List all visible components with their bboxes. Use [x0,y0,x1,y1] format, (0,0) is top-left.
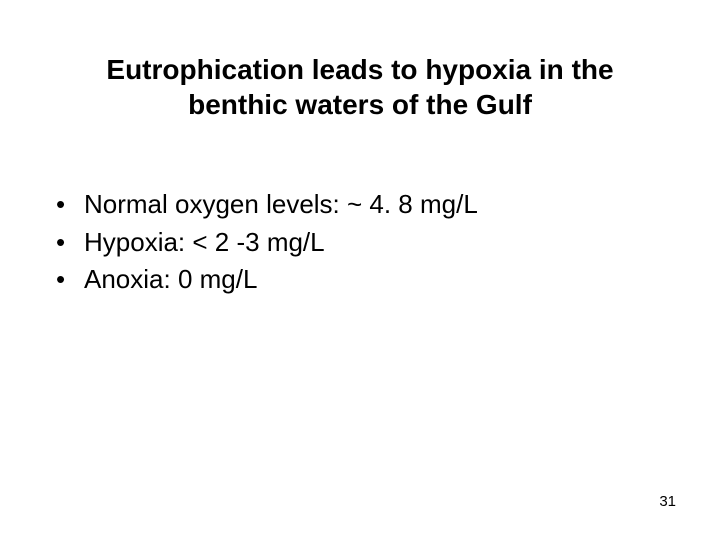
bullet-list: • Normal oxygen levels: ~ 4. 8 mg/L • Hy… [56,186,664,299]
bullet-text: Normal oxygen levels: ~ 4. 8 mg/L [84,186,478,224]
title-line-2: benthic waters of the Gulf [188,89,532,120]
slide-title: Eutrophication leads to hypoxia in the b… [0,52,720,122]
list-item: • Hypoxia: < 2 -3 mg/L [56,224,664,262]
slide: Eutrophication leads to hypoxia in the b… [0,0,720,540]
list-item: • Normal oxygen levels: ~ 4. 8 mg/L [56,186,664,224]
bullet-icon: • [56,224,84,262]
bullet-text: Hypoxia: < 2 -3 mg/L [84,224,325,262]
page-number: 31 [659,493,676,510]
bullet-icon: • [56,186,84,224]
bullet-icon: • [56,261,84,299]
title-line-1: Eutrophication leads to hypoxia in the [106,54,613,85]
bullet-text: Anoxia: 0 mg/L [84,261,257,299]
list-item: • Anoxia: 0 mg/L [56,261,664,299]
